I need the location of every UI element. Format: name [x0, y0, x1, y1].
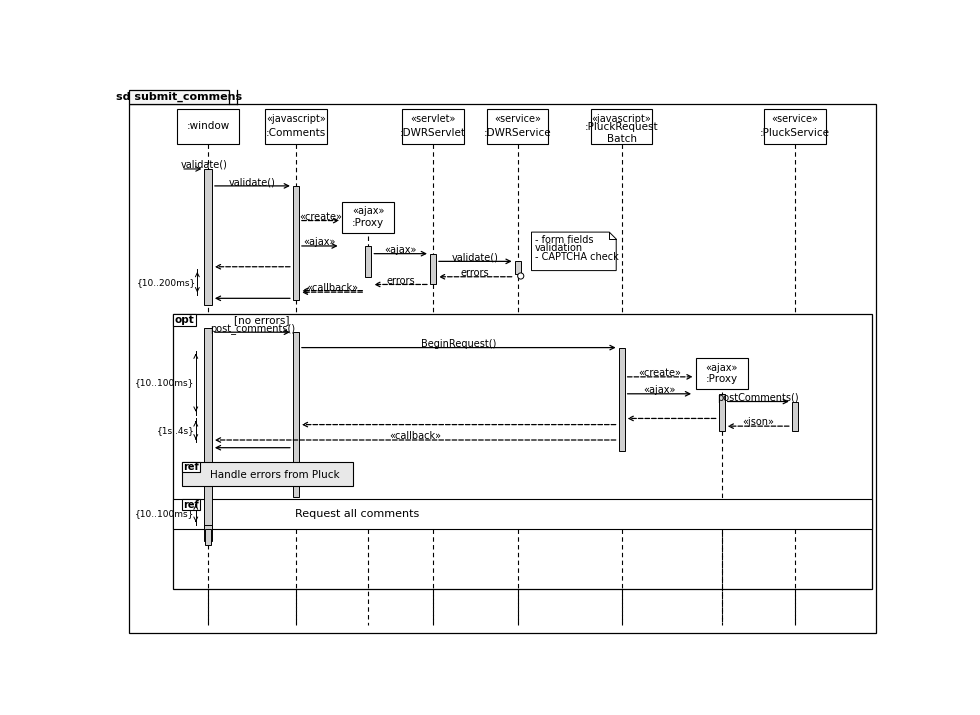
Bar: [182, 462, 201, 473]
Bar: [696, 358, 748, 389]
Text: :Comments: :Comments: [266, 128, 326, 138]
Text: «json»: «json»: [742, 418, 774, 428]
Text: «ajax»: «ajax»: [352, 207, 384, 217]
Text: sd submit_commens: sd submit_commens: [116, 92, 242, 102]
Bar: [591, 109, 653, 144]
Text: «service»: «service»: [494, 114, 541, 124]
Bar: [204, 526, 212, 541]
Text: «servlet»: «servlet»: [411, 114, 456, 124]
Text: «callback»: «callback»: [389, 431, 441, 441]
Bar: [487, 109, 549, 144]
Text: :DWRServlet: :DWRServlet: [400, 128, 466, 138]
Text: :PluckService: :PluckService: [760, 128, 830, 138]
Bar: [204, 328, 212, 529]
Text: ref: ref: [183, 462, 199, 472]
Text: {10..100ms}: {10..100ms}: [135, 378, 194, 387]
Text: «create»: «create»: [299, 212, 342, 222]
Text: {10..100ms}: {10..100ms}: [135, 508, 194, 518]
Text: «service»: «service»: [771, 114, 818, 124]
Text: «callback»: «callback»: [306, 283, 358, 293]
Bar: [177, 109, 239, 144]
Bar: [204, 169, 212, 305]
Text: :Proxy: :Proxy: [352, 218, 384, 228]
Text: post_comments(): post_comments(): [210, 323, 295, 334]
Bar: [266, 109, 326, 144]
Text: «javascript»: «javascript»: [592, 114, 652, 124]
Bar: [182, 499, 201, 510]
Text: validate(): validate(): [180, 159, 227, 169]
Text: [no errors]: [no errors]: [234, 315, 290, 325]
Bar: [172, 499, 872, 528]
Bar: [402, 109, 464, 144]
Bar: [342, 202, 395, 233]
Bar: [618, 347, 624, 450]
Text: :DWRService: :DWRService: [484, 128, 552, 138]
Text: «ajax»: «ajax»: [384, 245, 416, 255]
Bar: [430, 254, 436, 285]
Text: ref: ref: [183, 500, 199, 510]
Text: validate(): validate(): [229, 177, 275, 187]
Text: errors: errors: [461, 268, 490, 278]
Bar: [764, 109, 826, 144]
Text: «ajax»: «ajax»: [706, 363, 738, 373]
Circle shape: [517, 273, 524, 279]
Bar: [792, 402, 798, 430]
Bar: [293, 332, 299, 497]
Text: «create»: «create»: [639, 368, 681, 378]
Bar: [514, 262, 520, 275]
Text: errors: errors: [386, 275, 415, 285]
Text: «ajax»: «ajax»: [643, 385, 675, 395]
Bar: [128, 89, 229, 104]
Text: {1s..4s}: {1s..4s}: [157, 426, 194, 435]
Bar: [718, 394, 725, 430]
Text: - form fields: - form fields: [535, 235, 593, 245]
Text: Handle errors from Pluck: Handle errors from Pluck: [211, 470, 340, 480]
Text: Request all comments: Request all comments: [295, 509, 419, 519]
Bar: [293, 186, 299, 300]
Text: postComments(): postComments(): [717, 393, 799, 403]
Text: BeginRequest(): BeginRequest(): [421, 339, 497, 349]
Bar: [205, 528, 212, 546]
Text: «ajax»: «ajax»: [304, 237, 336, 247]
Text: validation: validation: [535, 243, 583, 253]
Text: «javascript»: «javascript»: [266, 114, 325, 124]
Text: :PluckRequest
Batch: :PluckRequest Batch: [585, 122, 659, 144]
Bar: [182, 462, 353, 486]
Bar: [172, 314, 196, 326]
Text: :Proxy: :Proxy: [706, 374, 738, 384]
Bar: [172, 314, 872, 589]
Text: opt: opt: [174, 315, 194, 325]
Text: {10..200ms}: {10..200ms}: [136, 277, 196, 287]
Text: - CAPTCHA check: - CAPTCHA check: [535, 252, 618, 262]
Bar: [366, 246, 371, 277]
Text: :window: :window: [186, 122, 229, 132]
Polygon shape: [531, 232, 616, 270]
Text: validate(): validate(): [452, 252, 499, 262]
